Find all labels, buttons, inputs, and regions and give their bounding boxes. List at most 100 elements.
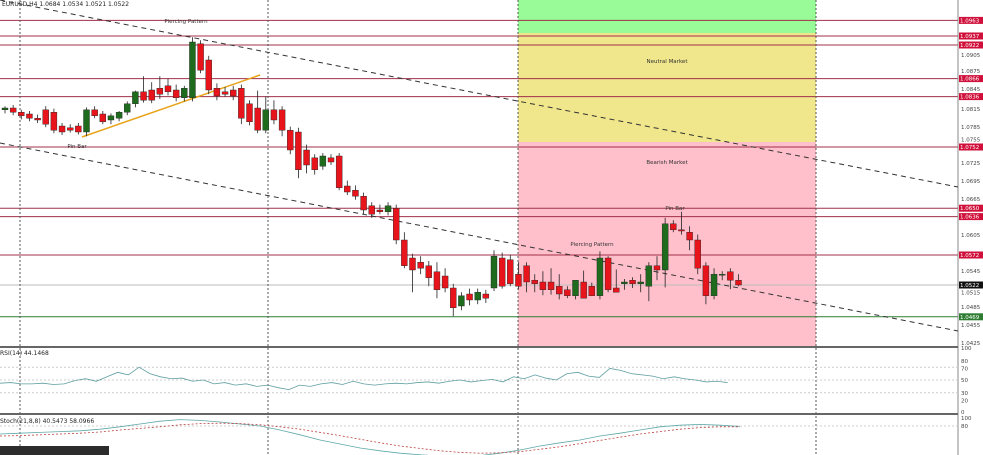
bear-candle [482,293,490,299]
bear-candle [295,131,302,170]
rsi-tick: 100 [961,346,972,352]
bear-candle [686,231,693,241]
bull-candle [458,295,465,307]
bear-candle [588,286,595,297]
bear-candle [148,89,155,101]
price-tick: 1.0875 [961,69,981,75]
bear-candle [393,207,400,241]
price-tick: 1.0545 [961,269,981,275]
bear-candle [213,87,221,97]
price-tick: 1.0455 [961,323,981,329]
bull-candle [189,41,196,98]
price-tick: 1.0695 [961,179,981,185]
pane-divider [0,346,958,348]
pane-divider [0,413,958,415]
price-level-label: 1.0636 [960,215,980,221]
bear-candle [335,155,343,188]
rsi-tick: 30 [961,391,968,397]
lower-trendline [0,142,959,332]
neutral-zone [518,33,816,142]
stoch-tick: 80 [961,424,968,430]
bear-candle [99,113,107,123]
bull-candle [262,109,269,131]
bear-candle [58,125,66,133]
bullish-zone [518,0,816,33]
price-tick: 1.0425 [961,341,981,347]
bear-candle [539,281,547,291]
rsi-label: RSI(14) 44.1468 [0,350,49,357]
bull-candle [572,280,579,297]
price-level-tag [959,32,983,40]
price-tick: 1.0905 [961,53,981,59]
bear-candle [694,239,701,269]
bear-candle [164,85,172,93]
bull-candle [719,274,726,276]
bear-candle [42,109,49,125]
rsi-tick: 0 [961,410,965,416]
pattern-annotation: Neutral Market [647,59,689,65]
bull-candle [621,281,628,284]
price-tick: 1.0605 [961,233,981,239]
price-level-label: 1.0963 [960,18,980,24]
bear-candle [523,265,530,283]
bear-candle [604,257,612,290]
bear-candle [156,87,164,95]
price-level-label: 1.0922 [960,43,979,49]
bull-candle [596,257,604,296]
bear-candle [254,107,261,131]
bear-candle [197,43,204,71]
bear-candle [205,59,212,91]
bear-candle [376,209,384,212]
bear-candle [221,91,229,95]
price-level-label: 1.0522 [960,283,979,289]
bear-candle [50,111,58,131]
bull-candle [645,265,653,287]
price-level-label: 1.0866 [960,77,980,83]
price-tick: 1.0845 [961,87,981,93]
bear-candle [303,149,310,166]
bear-candle [270,109,278,121]
bear-candle [327,157,335,163]
bear-candle [735,280,742,286]
bear-candle [344,185,351,193]
price-level-tag [959,313,983,321]
bear-candle [450,287,457,308]
pattern-annotation: Pin Bar [67,144,87,150]
bull-candle [83,109,90,133]
bear-candle [368,205,375,215]
bear-candle [727,271,734,281]
rsi-tick: 80 [961,359,968,365]
price-level-tag [959,281,983,289]
bear-candle [238,87,245,119]
bear-candle [515,274,522,287]
price-tick: 1.0515 [961,291,981,297]
bear-candle [229,89,237,97]
bull-candle [115,111,123,119]
bear-candle [466,293,473,301]
rsi-tick: 20 [961,398,968,404]
bear-candle [75,125,82,133]
price-level-label: 1.0937 [960,34,980,40]
bull-candle [384,205,392,213]
bear-candle [401,239,408,266]
bear-candle [352,189,359,197]
price-level-tag [959,75,983,83]
bull-candle [474,292,481,301]
bull-candle [710,274,718,297]
bear-candle [441,275,449,289]
price-level-label: 1.0650 [960,206,980,212]
price-level-tag [959,93,983,101]
price-tick: 1.0755 [961,138,981,144]
bear-candle [246,103,253,123]
rsi-tick: 70 [961,366,968,372]
bull-candle [107,115,115,121]
price-level-tag [959,251,983,259]
stoch-tick: 100 [961,416,972,422]
price-level-tag [959,41,983,49]
bear-candle [91,109,98,117]
bear-candle [702,265,710,296]
bull-candle [124,103,131,113]
pattern-annotation: Piercing Pattern [164,19,208,25]
bear-candle [287,129,294,151]
